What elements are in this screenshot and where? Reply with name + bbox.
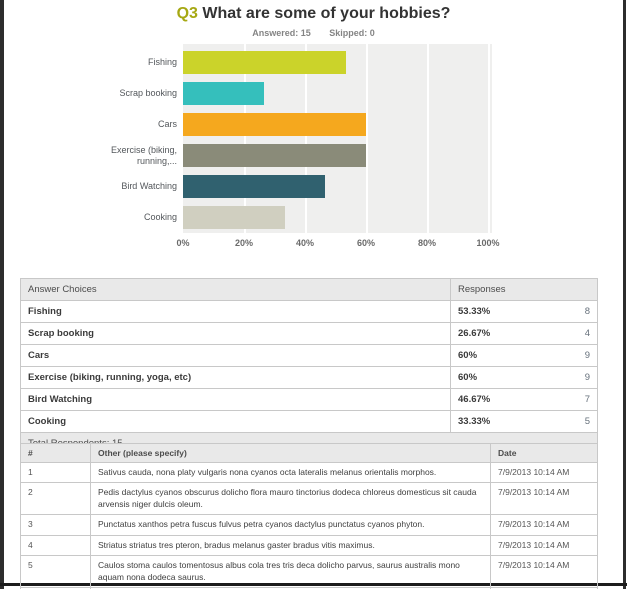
- response-text: Pedis dactylus cyanos obscurus dolicho f…: [90, 482, 491, 516]
- axis-tick-label: 60%: [356, 238, 376, 248]
- chart-category-label: Exercise (biking, running,...: [110, 144, 177, 166]
- header-responses: Responses: [450, 278, 598, 301]
- gridline: [427, 44, 429, 233]
- table-row: 3 Punctatus xanthos petra fuscus fulvus …: [20, 514, 598, 536]
- response-text: Striatus striatus tres pteron, bradus me…: [90, 534, 491, 557]
- question-text: What are some of your hobbies?: [202, 5, 451, 22]
- response-number: 1: [20, 461, 91, 484]
- gridline: [488, 44, 490, 233]
- axis-tick-label: 0%: [176, 238, 190, 248]
- table-header-row: # Other (please specify) Date: [20, 443, 598, 463]
- question-number: Q3: [176, 5, 198, 22]
- answer-count: 9: [584, 372, 590, 383]
- axis-tick-label: 100%: [476, 238, 500, 248]
- response-number: 3: [20, 514, 91, 536]
- axis-tick-label: 80%: [417, 238, 437, 248]
- answer-percent: 60%: [458, 372, 478, 383]
- answer-count: 7: [584, 394, 590, 405]
- table-row: Cooking 33.33% 5: [20, 410, 598, 433]
- chart-category-labels: Fishing Scrap booking Cars Exercise (bik…: [4, 44, 183, 233]
- chart-bar: [183, 144, 366, 167]
- header-answer-choices: Answer Choices: [20, 278, 451, 301]
- gridline: [366, 44, 368, 233]
- response-number: 4: [20, 534, 91, 557]
- chart-bar: [183, 175, 325, 198]
- chart-category-label: Scrap booking: [119, 88, 177, 99]
- chart-bar-row: [183, 109, 492, 140]
- skipped-count: Skipped: 0: [329, 28, 375, 38]
- table-row: 4 Striatus striatus tres pteron, bradus …: [20, 534, 598, 557]
- table-row: Exercise (biking, running, yoga, etc) 60…: [20, 366, 598, 389]
- answer-count: 4: [584, 328, 590, 339]
- answer-label: Exercise (biking, running, yoga, etc): [20, 366, 451, 389]
- response-date: 7/9/2013 10:14 AM: [490, 482, 598, 516]
- response-date: 7/9/2013 10:14 AM: [490, 514, 598, 536]
- chart-category-label: Cars: [157, 119, 177, 130]
- answer-count: 5: [584, 416, 590, 427]
- answer-count: 8: [584, 306, 590, 317]
- table-row: Fishing 53.33% 8: [20, 300, 598, 323]
- table-row: Bird Watching 46.67% 7: [20, 388, 598, 411]
- answer-label: Bird Watching: [20, 388, 451, 411]
- gridline: [244, 44, 246, 233]
- answer-percent: 46.67%: [458, 394, 491, 405]
- chart-bar: [183, 82, 264, 105]
- chart-bar-row: [183, 140, 492, 171]
- axis-tick-label: 40%: [295, 238, 315, 248]
- chart: Fishing Scrap booking Cars Exercise (bik…: [4, 44, 623, 252]
- answer-percent: 33.33%: [458, 416, 491, 427]
- chart-bar: [183, 113, 366, 136]
- answer-label: Cooking: [20, 410, 451, 433]
- window-border-left: [0, 0, 4, 589]
- answered-count: Answered: 15: [252, 28, 311, 38]
- response-date: 7/9/2013 10:14 AM: [490, 555, 598, 589]
- chart-category-label: Fishing: [147, 57, 177, 68]
- answer-choices-table: Answer Choices Responses Fishing 53.33% 8…: [20, 278, 598, 455]
- answer-count: 9: [584, 350, 590, 361]
- answer-percent: 26.67%: [458, 328, 491, 339]
- chart-bar: [183, 206, 285, 229]
- response-text: Caulos stoma caulos tomentosus albus col…: [90, 555, 491, 589]
- response-number: 2: [20, 482, 91, 516]
- answer-percent: 53.33%: [458, 306, 491, 317]
- chart-category-label: Bird Watching: [121, 181, 177, 192]
- answer-percent: 60%: [458, 350, 478, 361]
- page-title: Q3 What are some of your hobbies?: [4, 5, 623, 23]
- report-content: Q3 What are some of your hobbies? Answer…: [4, 0, 623, 589]
- table-header-row: Answer Choices Responses: [20, 278, 598, 301]
- table-row: 1 Sativus cauda, nona platy vulgaris non…: [20, 461, 598, 484]
- chart-plot: [183, 44, 492, 233]
- header-date: Date: [490, 443, 598, 463]
- response-date: 7/9/2013 10:14 AM: [490, 587, 598, 589]
- table-row: 5 Caulos stoma caulos tomentosus albus c…: [20, 555, 598, 589]
- answer-label: Cars: [20, 344, 451, 367]
- chart-bar-row: [183, 171, 492, 202]
- gridline: [305, 44, 307, 233]
- table-row: 2 Pedis dactylus cyanos obscurus dolicho…: [20, 482, 598, 516]
- answer-label: Fishing: [20, 300, 451, 323]
- chart-x-axis: 0% 20% 40% 60% 80% 100%: [176, 238, 499, 252]
- table-row: Scrap booking 26.67% 4: [20, 322, 598, 345]
- chart-bar-row: [183, 78, 492, 109]
- window-border-right: [623, 0, 626, 589]
- response-date: 7/9/2013 10:14 AM: [490, 461, 598, 484]
- response-text: Sativus cauda, nona platy vulgaris nona …: [90, 461, 491, 484]
- chart-bar: [183, 51, 346, 74]
- response-text: Punctatus xanthos petra fuscus fulvus pe…: [90, 514, 491, 536]
- other-responses-table: # Other (please specify) Date 1 Sativus …: [20, 443, 598, 589]
- chart-bar-row: [183, 202, 492, 233]
- answer-label: Scrap booking: [20, 322, 451, 345]
- axis-tick-label: 20%: [234, 238, 254, 248]
- header-number: #: [20, 443, 91, 463]
- header-other: Other (please specify): [90, 443, 491, 463]
- response-number: 5: [20, 555, 91, 589]
- response-summary: Answered: 15 Skipped: 0: [4, 28, 623, 38]
- response-date: 7/9/2013 10:14 AM: [490, 534, 598, 557]
- chart-category-label: Cooking: [143, 212, 177, 223]
- table-row: 6 Caulos saurus pratensis pachys trich r…: [20, 587, 598, 589]
- table-row: Cars 60% 9: [20, 344, 598, 367]
- chart-bar-row: [183, 47, 492, 78]
